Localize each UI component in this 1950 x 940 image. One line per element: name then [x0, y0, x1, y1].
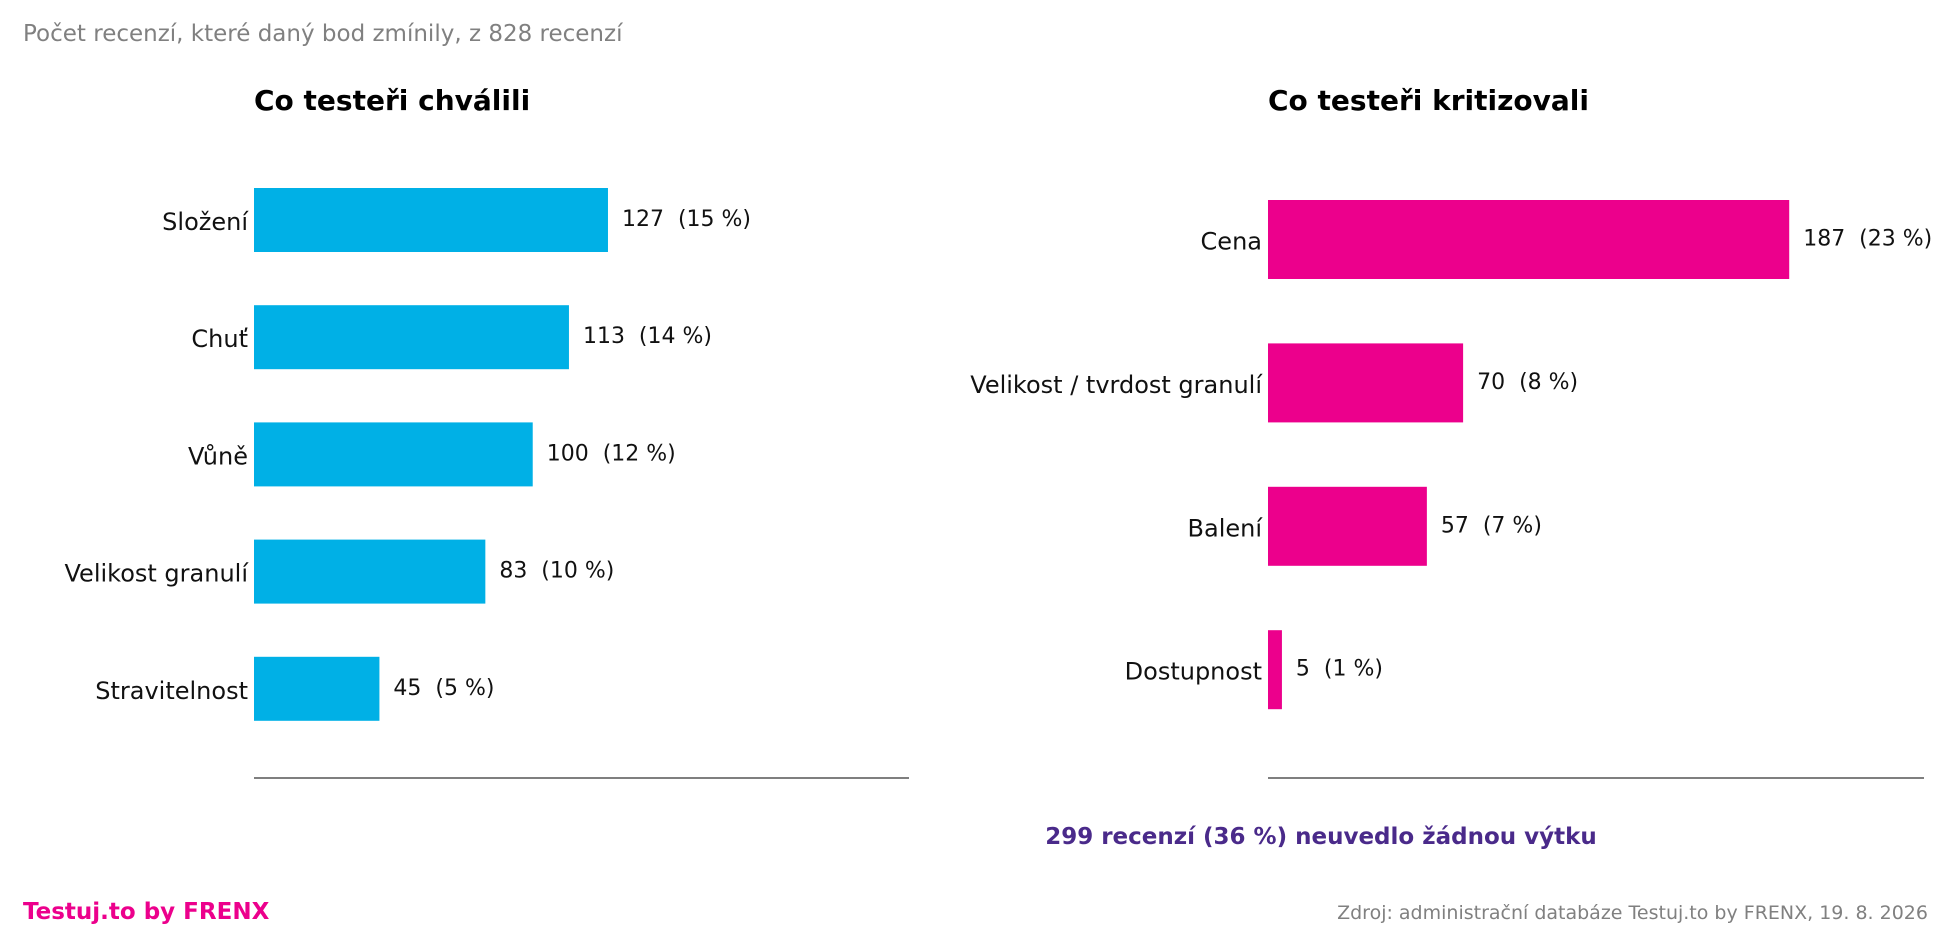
praise-category-label: Chuť	[191, 325, 248, 353]
criticism-bar	[1268, 200, 1790, 279]
praise-value-label: 127 (15 %)	[622, 207, 751, 232]
criticism-bar	[1268, 486, 1427, 566]
chart-subtitle: Počet recenzí, které daný bod zmínily, z…	[23, 21, 623, 47]
praise-category-label: Složení	[162, 208, 249, 236]
praise-value-label: 100 (12 %)	[547, 441, 676, 466]
praise-value-label: 83 (10 %)	[499, 559, 614, 584]
praise-category-label: Velikost granulí	[65, 560, 250, 588]
criticism-value-label: 187 (23 %)	[1803, 227, 1932, 252]
panel-criticism-title: Co testeři kritizovali	[1268, 84, 1589, 117]
panel-praise-title: Co testeři chválili	[254, 84, 530, 117]
criticism-category-label: Dostupnost	[1125, 658, 1262, 686]
criticism-value-label: 5 (1 %)	[1296, 657, 1383, 682]
criticism-category-label: Cena	[1201, 228, 1262, 256]
praise-bar	[254, 188, 608, 252]
criticism-category-label: Velikost / tvrdost granulí	[970, 371, 1263, 399]
panel-praise: Co testeři chválili Složení 127 (15 %) Chu…	[65, 84, 909, 779]
praise-category-label: Stravitelnost	[95, 677, 248, 705]
no-criticism-note: 299 recenzí (36 %) neuvedlo žádnou výtku	[1045, 824, 1597, 850]
criticism-value-label: 70 (8 %)	[1477, 370, 1578, 395]
criticism-category-label: Balení	[1188, 514, 1264, 542]
brand-label: Testuj.to by FRENX	[23, 899, 270, 925]
criticism-bars: Cena 187 (23 %) Velikost / tvrdost granulí…	[970, 200, 1932, 710]
praise-value-label: 113 (14 %)	[583, 324, 712, 349]
criticism-bar	[1268, 630, 1282, 710]
praise-category-label: Vůně	[188, 442, 248, 470]
panel-criticism: Co testeři kritizovali Cena 187 (23 %) Vel…	[970, 84, 1932, 779]
praise-bar	[254, 305, 569, 370]
praise-bars: Složení 127 (15 %) Chuť 113 (14 %) Vůně 100 (…	[65, 188, 751, 721]
source-note: Zdroj: administrační databáze Testuj.to …	[1337, 902, 1928, 924]
praise-bar	[254, 539, 486, 604]
praise-value-label: 45 (5 %)	[393, 676, 494, 701]
criticism-bar	[1268, 343, 1464, 423]
praise-bar	[254, 422, 533, 487]
praise-bar	[254, 656, 380, 721]
criticism-value-label: 57 (7 %)	[1441, 513, 1542, 538]
